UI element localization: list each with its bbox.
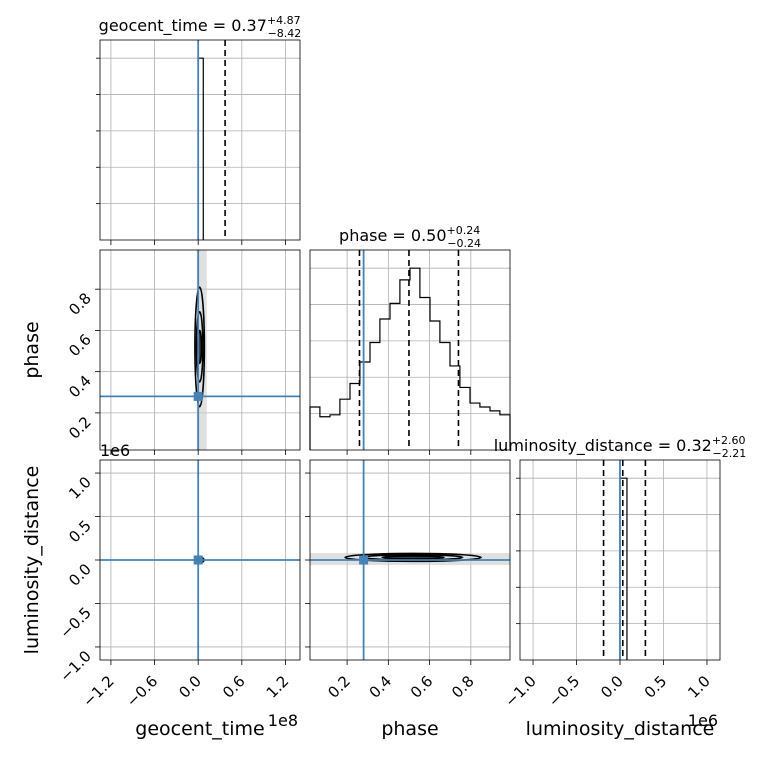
title-value: luminosity_distance = 0.32	[494, 436, 712, 456]
panel-frame	[99, 39, 301, 241]
x-axis-label-geocent-time: geocent_time	[135, 718, 264, 740]
x-axis-label-phase: phase	[381, 718, 438, 740]
title-plus: +2.60	[712, 434, 746, 447]
title-value: phase = 0.50	[339, 226, 446, 245]
title-value: geocent_time = 0.37	[99, 16, 267, 36]
panel-geocent_time-hist: geocent_time = 0.37+4.87 −8.42	[96, 14, 301, 245]
x-tick-label: 0.0	[175, 672, 205, 702]
panel-luminosity_distance-vs-phase: 0.2 0.4 0.6 0.8	[305, 459, 511, 702]
histogram-step	[309, 267, 511, 450]
y-tick-label: 0.4	[65, 372, 95, 402]
contour-level	[194, 286, 206, 408]
panel-title: geocent_time = 0.37+4.87 −8.42	[99, 14, 302, 40]
title-plus: +0.24	[447, 224, 481, 237]
x-tick-label: 0.6	[407, 672, 437, 702]
panel-luminosity_distance-hist: −1.0 −0.5 0.0 0.5 1.0 luminosity_distance = 0…	[494, 434, 747, 711]
x-tick-label: 0.8	[448, 672, 478, 702]
panel-title: phase = 0.50+0.24 −0.24	[339, 224, 481, 250]
y-tick-label: 0.8	[65, 289, 95, 319]
y-tick-label: 0.2	[65, 413, 95, 443]
x-tick-label: −1.0	[501, 672, 539, 710]
contour-level	[195, 311, 204, 383]
panel-title: luminosity_distance = 0.32+2.60 −2.21	[494, 434, 747, 460]
truth-marker	[193, 391, 203, 401]
title-plus: +4.87	[267, 14, 301, 27]
truth-marker	[359, 555, 369, 565]
panel-luminosity_distance-vs-geocent_time: −1.2 −0.6 0.0 0.6 1.2 −1.0 −0.5 0.0 0.5 1.0	[56, 459, 301, 711]
y-tick-label: 0.0	[65, 560, 95, 590]
panel-phase-vs-geocent_time: 0.2 0.4 0.6 0.8	[65, 249, 301, 455]
x-tick-label: −0.5	[545, 672, 583, 710]
y-tick-label: 1.0	[65, 473, 95, 503]
y-offset-text-luminosity-distance: 1e6	[100, 441, 130, 460]
x-offset-text-geocent-time: 1e8	[268, 711, 298, 730]
x-axis-label-luminosity-distance: luminosity_distance	[526, 718, 715, 740]
y-axis-label-luminosity-distance: luminosity_distance	[21, 466, 43, 655]
panel-grid	[100, 40, 300, 240]
title-minus: −0.24	[447, 237, 481, 250]
x-tick-label: 0.2	[324, 672, 354, 702]
x-tick-label: 0.5	[641, 672, 671, 702]
panel-phase-hist: phase = 0.50+0.24 −0.24	[309, 224, 511, 455]
x-tick-label: 0.0	[597, 672, 627, 702]
x-offset-text-luminosity-distance: 1e6	[688, 711, 718, 730]
x-tick-label: 0.4	[366, 672, 396, 702]
y-axis-label-phase: phase	[21, 321, 43, 378]
title-minus: −2.21	[713, 447, 747, 460]
y-tick-label: 0.5	[65, 517, 95, 547]
truth-marker	[193, 555, 203, 565]
panel-frame	[309, 249, 511, 451]
contour-level	[381, 555, 445, 560]
y-tick-label: 0.6	[65, 331, 95, 361]
y-tick-label: −0.5	[56, 604, 94, 642]
title-minus: −8.42	[268, 27, 302, 40]
x-tick-label: 1.2	[263, 672, 293, 702]
x-tick-label: 1.0	[684, 672, 714, 702]
x-tick-label: −1.2	[79, 672, 117, 710]
x-tick-label: 0.6	[219, 672, 249, 702]
contour-level	[344, 552, 482, 563]
x-tick-label: −0.6	[123, 672, 161, 710]
y-tick-label: −1.0	[56, 647, 94, 685]
panel-frame	[99, 249, 301, 451]
panel-grid	[310, 250, 510, 450]
